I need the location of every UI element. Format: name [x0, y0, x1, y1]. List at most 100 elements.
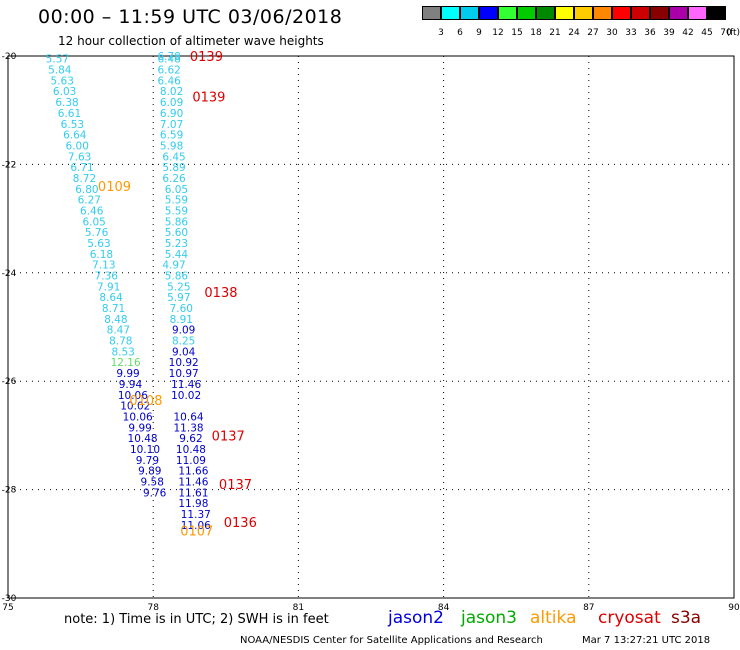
color-scale-swatch: [631, 6, 650, 20]
pass-time-label: 0107: [180, 524, 213, 539]
wave-height-label: 6.90: [160, 108, 183, 120]
x-tick-label: 84: [438, 603, 450, 613]
wave-height-label: 8.72: [73, 173, 96, 185]
color-scale-swatch: [441, 6, 460, 20]
wave-height-label: 8.53: [111, 346, 134, 358]
plot-frame: [7, 55, 735, 599]
y-tick-label: -26: [2, 377, 17, 387]
wave-height-label: 9.99: [128, 422, 151, 434]
wave-height-label: 9.79: [136, 455, 159, 467]
wave-height-label: 9.89: [138, 466, 161, 478]
credit-line: NOAA/NESDIS Center for Satellite Applica…: [240, 635, 543, 646]
wave-height-label: 11.98: [178, 498, 208, 510]
color-scale-swatch: [612, 6, 631, 20]
x-tick-label: 78: [147, 603, 159, 613]
pass-time-label: 0108: [129, 394, 162, 409]
x-tick-label: 81: [293, 603, 304, 613]
wave-height-label: 5.84: [48, 65, 72, 77]
wave-height-label: 9.09: [172, 325, 195, 337]
wave-height-label: 11.46: [178, 476, 208, 488]
wave-height-label: 9.76: [143, 487, 167, 499]
wave-height-label: 8.71: [102, 303, 125, 315]
pass-time-label: 0138: [204, 286, 237, 301]
pass-time-label: 0139: [192, 91, 225, 106]
wave-height-label: 9.58: [141, 476, 164, 488]
color-scale-label: 30: [606, 28, 618, 38]
wave-height-label: 5.23: [165, 238, 188, 250]
color-scale-swatch: [536, 6, 555, 20]
wave-height-label: 7.07: [160, 119, 183, 131]
color-scale-label: 39: [663, 28, 675, 38]
wave-height-label: 6.71: [70, 162, 93, 174]
color-scale-swatch: [555, 6, 574, 20]
credit-date: Mar 7 13:27:21 UTC 2018: [582, 635, 711, 646]
color-scale-label: 36: [644, 28, 656, 38]
color-scale-swatch: [422, 6, 441, 20]
x-tick-label: 87: [583, 603, 594, 613]
wave-height-label: 6.05: [82, 216, 105, 228]
wave-height-label: 5.76: [85, 227, 109, 239]
color-scale-label: 21: [549, 28, 561, 38]
wave-height-label: 11.66: [178, 466, 208, 478]
y-tick-label: -30: [2, 594, 17, 604]
y-tick-label: -24: [2, 269, 17, 279]
satellite-legend-jason3: jason3: [461, 608, 517, 628]
wave-height-label: 4.97: [162, 260, 185, 272]
color-scale-swatch: [460, 6, 479, 20]
wave-height-label: 6.05: [165, 184, 188, 196]
color-scale-label: 70: [720, 28, 732, 38]
wave-height-label: 6.61: [58, 108, 81, 120]
wave-height-label: 5.60: [165, 227, 188, 239]
pass-time-label: 0109: [98, 180, 131, 195]
color-scale-swatch: [498, 6, 517, 20]
wave-height-label: 10.02: [171, 390, 201, 402]
wave-height-label: 10.06: [118, 390, 148, 402]
wave-height-label: 11.37: [181, 509, 211, 521]
wave-height-label: 5.57: [46, 54, 69, 66]
wave-height-label: 11.61: [178, 487, 208, 499]
wave-height-label: 5.97: [167, 292, 190, 304]
wave-height-label: 5.59: [165, 205, 188, 217]
wave-height-label: 11.06: [181, 520, 211, 532]
wave-height-label: 6.18: [90, 249, 113, 261]
wave-height-label: 6.27: [78, 195, 101, 207]
wave-height-label: 5.86: [165, 216, 189, 228]
chart-note: note: 1) Time is in UTC; 2) SWH is in fe…: [64, 612, 329, 627]
color-scale-label: 24: [568, 28, 580, 38]
color-scale-swatch: [479, 6, 498, 20]
color-scale-swatch: [669, 6, 688, 20]
wave-height-label: 6.09: [160, 97, 183, 109]
wave-height-label: 8.91: [170, 314, 193, 326]
satellite-legend-cryosat: cryosat: [598, 608, 661, 628]
x-tick-label: 75: [2, 603, 13, 613]
wave-height-label: 9.99: [116, 368, 139, 380]
wave-height-label: 5.59: [165, 195, 188, 207]
wave-height-label: 6.46: [80, 205, 104, 217]
y-tick-label: -22: [2, 160, 17, 170]
wave-height-label: 11.09: [176, 455, 206, 467]
color-scale-swatch: [688, 6, 707, 20]
wave-height-label: 6.59: [160, 130, 183, 142]
wave-height-label: 10.02: [120, 401, 150, 413]
color-scale-unit: (ft): [726, 28, 740, 38]
satellite-legend-jason2: jason2: [388, 608, 444, 628]
wave-height-label: 6.53: [61, 119, 84, 131]
wave-height-label: 10.48: [176, 444, 206, 456]
wave-height-label: 8.02: [160, 86, 183, 98]
wave-height-label: 12.16: [111, 357, 141, 369]
wave-height-label: 8.64: [99, 292, 123, 304]
satellite-legend-altika: altika: [530, 608, 577, 628]
color-scale-label: 33: [625, 28, 637, 38]
wave-height-label: 5.86: [165, 271, 189, 283]
color-scale-label: 9: [476, 28, 482, 38]
wave-height-label: 5.63: [51, 75, 74, 87]
wave-height-label: 6.45: [162, 151, 185, 163]
wave-height-label: 10.92: [169, 357, 199, 369]
pass-time-label: 0137: [212, 429, 245, 444]
color-scale-swatch: [593, 6, 612, 20]
wave-height-label: 10.10: [130, 444, 160, 456]
wave-height-label: 8.78: [109, 336, 132, 348]
wave-height-label: 8.25: [172, 336, 195, 348]
wave-height-label: 9.62: [179, 433, 202, 445]
